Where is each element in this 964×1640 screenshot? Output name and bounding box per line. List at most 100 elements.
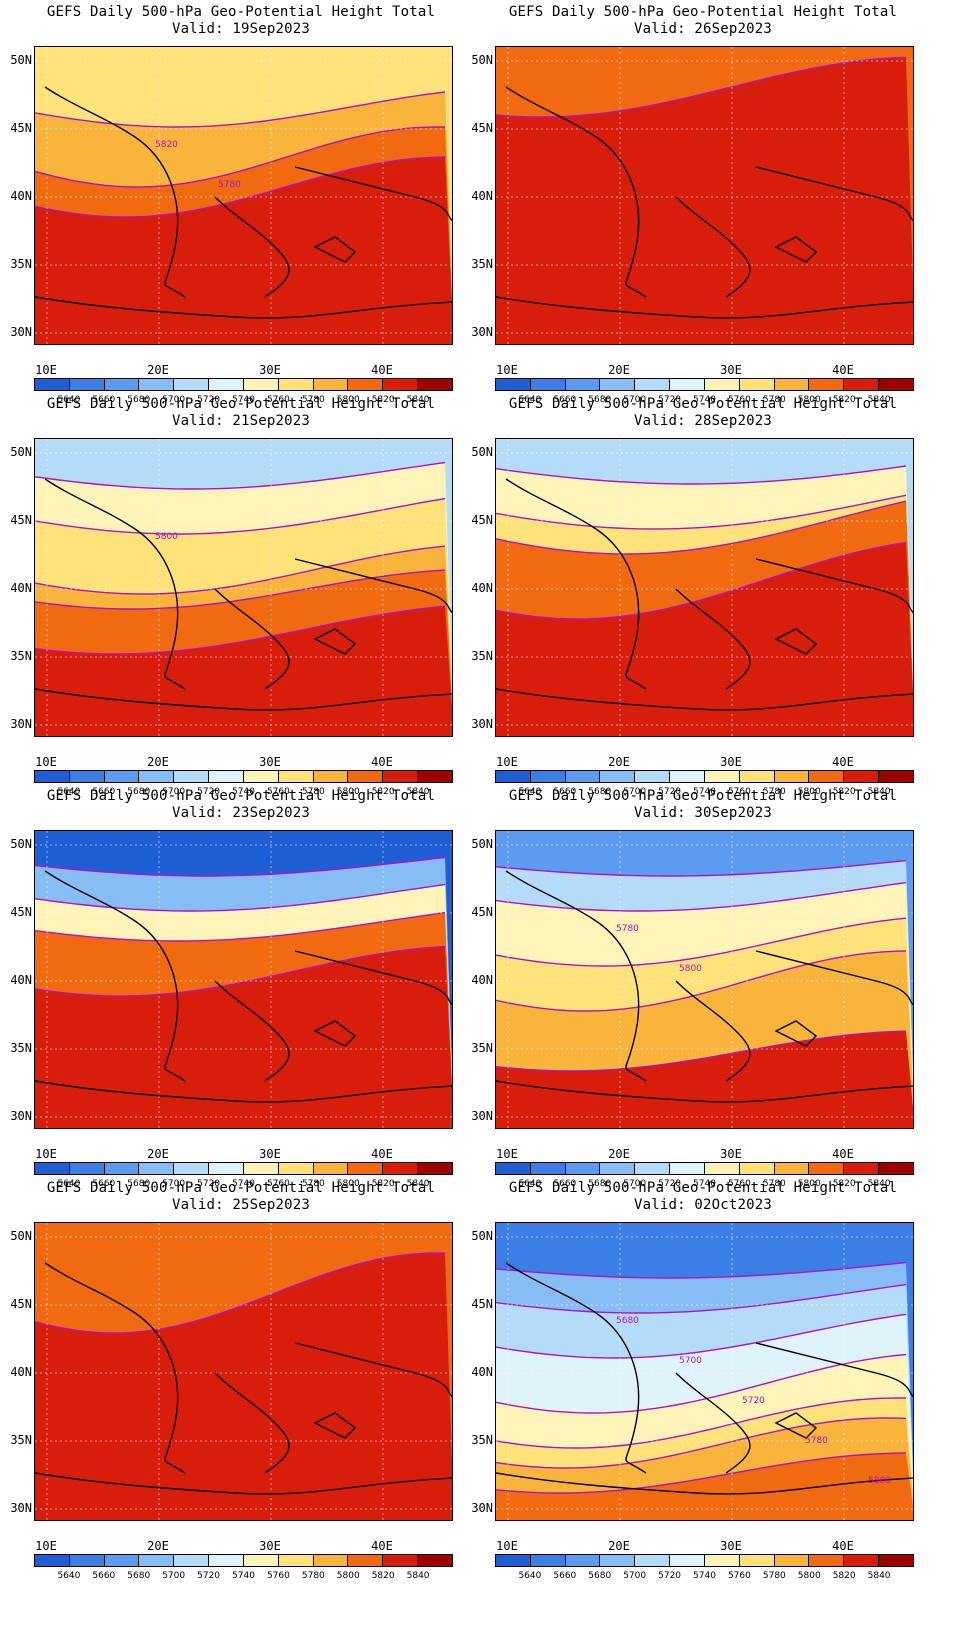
colorbar-label: 5640 xyxy=(57,1571,81,1581)
colorbar-label: 5700 xyxy=(623,1179,647,1189)
lon-label: 40E xyxy=(832,1147,854,1161)
colorbar-label: 5640 xyxy=(518,787,542,797)
contour-line xyxy=(496,881,907,912)
colorbar-swatch xyxy=(69,771,105,782)
colorbar-label: 5840 xyxy=(867,787,891,797)
colorbar-label: 5640 xyxy=(518,1179,542,1189)
colorbar xyxy=(495,378,914,391)
map-panel: GEFS Daily 500-hPa Geo-Potential Height … xyxy=(462,392,944,802)
lon-label: 10E xyxy=(496,363,518,377)
lon-label: 10E xyxy=(496,1539,518,1553)
lat-label: 30N xyxy=(471,1109,493,1123)
colorbar-swatch xyxy=(530,379,566,390)
colorbar-label: 5760 xyxy=(266,395,290,405)
contour-label: 5780 xyxy=(616,924,639,934)
colorbar-swatch xyxy=(209,1163,244,1174)
colorbar-swatch xyxy=(496,1555,531,1566)
colorbar-swatch xyxy=(174,1163,210,1174)
colorbar-label: 5660 xyxy=(92,1571,116,1581)
lat-label: 30N xyxy=(471,717,493,731)
colorbar-swatch xyxy=(635,379,671,390)
colorbar-swatch xyxy=(670,1163,705,1174)
colorbar-swatch xyxy=(383,379,419,390)
contour-label: 5680 xyxy=(616,1316,639,1326)
colorbar-swatch xyxy=(704,1555,740,1566)
lon-label: 10E xyxy=(496,1147,518,1161)
lon-label: 30E xyxy=(259,755,281,769)
colorbar-swatch xyxy=(139,379,175,390)
colorbar-swatch xyxy=(809,771,845,782)
colorbar-label: 5740 xyxy=(693,1179,716,1189)
lat-label: 40N xyxy=(471,189,493,203)
contour-line xyxy=(496,1353,907,1414)
map-panel: GEFS Daily 500-hPa Geo-Potential Height … xyxy=(0,1176,482,1586)
colorbar-swatch xyxy=(418,771,452,782)
contour-line xyxy=(35,461,446,490)
height-field xyxy=(35,1223,452,1520)
colorbar-swatch xyxy=(739,1555,775,1566)
colorbar-label: 5760 xyxy=(266,1571,290,1581)
colorbar-swatch xyxy=(739,771,775,782)
lon-label: 20E xyxy=(147,755,169,769)
map-area xyxy=(495,46,914,345)
colorbar-label: 5820 xyxy=(371,395,395,405)
lat-label: 45N xyxy=(10,905,32,919)
lat-label: 45N xyxy=(471,905,493,919)
colorbar-swatch xyxy=(139,1163,175,1174)
colorbar-swatch xyxy=(600,379,636,390)
colorbar-label: 5700 xyxy=(162,787,186,797)
colorbar-label: 5680 xyxy=(127,1179,151,1189)
panel-title: GEFS Daily 500-hPa Geo-Potential Height … xyxy=(508,396,898,412)
colorbar-label: 5760 xyxy=(727,1571,751,1581)
contour-line xyxy=(496,1030,907,1072)
lat-label: 35N xyxy=(471,257,493,271)
colorbar-label: 5820 xyxy=(832,1179,856,1189)
colorbar-swatch xyxy=(739,379,775,390)
colorbar-swatch xyxy=(139,771,175,782)
colorbar-label: 5800 xyxy=(797,1179,821,1189)
lon-label: 30E xyxy=(259,363,281,377)
colorbar-label: 5740 xyxy=(693,395,716,405)
colorbar-label: 5800 xyxy=(336,1571,360,1581)
panel-valid-date: Valid: 19Sep2023 xyxy=(171,21,311,37)
colorbar-swatch xyxy=(69,379,105,390)
colorbar-label: 5840 xyxy=(406,395,430,405)
colorbar-swatch xyxy=(809,1555,845,1566)
colorbar-label: 5760 xyxy=(727,1179,751,1189)
colorbar xyxy=(34,1162,453,1175)
colorbar-swatch xyxy=(704,379,740,390)
colorbar-label: 5780 xyxy=(762,1179,786,1189)
colorbar xyxy=(495,1554,914,1567)
colorbar-label: 5680 xyxy=(588,787,612,797)
lon-label: 40E xyxy=(832,755,854,769)
lat-label: 40N xyxy=(10,581,32,595)
colorbar-swatch xyxy=(809,379,845,390)
coastline xyxy=(496,1262,913,1495)
lat-label: 40N xyxy=(10,973,32,987)
colorbar-label: 5700 xyxy=(162,395,186,405)
colorbar-label: 5820 xyxy=(371,1179,395,1189)
lat-label: 50N xyxy=(471,53,493,67)
lon-label: 30E xyxy=(259,1539,281,1553)
panel-title: GEFS Daily 500-hPa Geo-Potential Height … xyxy=(46,1180,436,1196)
lon-label: 40E xyxy=(371,755,393,769)
map-area: 5680 5700 5720 5780 5800 xyxy=(495,1222,914,1521)
map-area xyxy=(495,438,914,737)
coastline xyxy=(496,86,913,319)
contour-line xyxy=(496,1452,907,1494)
colorbar-label: 5720 xyxy=(658,1179,682,1189)
colorbar-swatch xyxy=(348,379,384,390)
colorbar-label: 5660 xyxy=(92,1179,116,1189)
colorbar-swatch xyxy=(530,771,566,782)
panel-valid-date: Valid: 02Oct2023 xyxy=(633,1197,773,1213)
lon-label: 30E xyxy=(720,363,742,377)
colorbar-label: 5680 xyxy=(127,787,151,797)
colorbar-label: 5700 xyxy=(623,395,647,405)
contour-line xyxy=(496,1313,907,1359)
panel-title: GEFS Daily 500-hPa Geo-Potential Height … xyxy=(46,396,436,412)
colorbar-label: 5700 xyxy=(623,1571,647,1581)
contour-label: 5720 xyxy=(742,1396,765,1406)
coastline xyxy=(35,1262,452,1495)
coastline xyxy=(35,86,452,319)
lon-label: 30E xyxy=(720,755,742,769)
